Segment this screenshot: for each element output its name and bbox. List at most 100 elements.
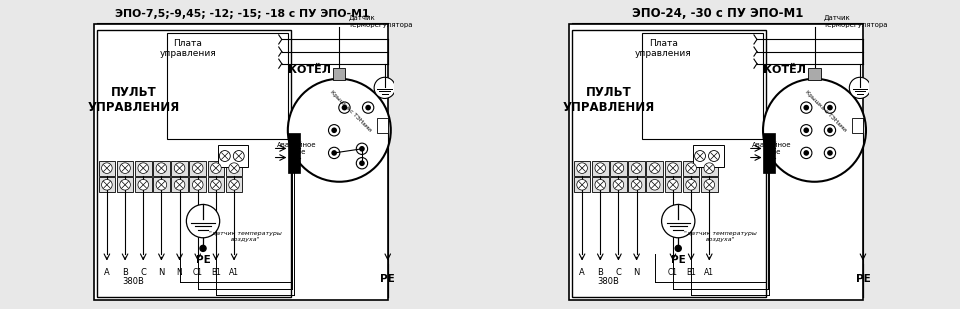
FancyBboxPatch shape (683, 177, 700, 192)
Circle shape (366, 105, 371, 110)
Circle shape (595, 163, 606, 173)
Circle shape (695, 150, 706, 162)
Text: РЕ: РЕ (855, 274, 871, 284)
FancyBboxPatch shape (628, 161, 645, 176)
FancyBboxPatch shape (664, 177, 682, 192)
Circle shape (288, 79, 391, 182)
Circle shape (650, 163, 660, 173)
Text: C1: C1 (668, 268, 678, 277)
Circle shape (667, 180, 678, 190)
FancyBboxPatch shape (693, 146, 724, 167)
Text: 380В: 380В (123, 277, 144, 286)
Circle shape (356, 143, 368, 154)
Circle shape (228, 180, 239, 190)
FancyBboxPatch shape (377, 118, 388, 133)
Circle shape (120, 180, 131, 190)
Text: N: N (634, 268, 639, 277)
Circle shape (850, 77, 871, 99)
Circle shape (192, 163, 203, 173)
FancyBboxPatch shape (207, 161, 225, 176)
Circle shape (210, 163, 221, 173)
Circle shape (138, 180, 149, 190)
Circle shape (328, 125, 340, 136)
Text: ЭПО-7,5;-9,45; -12; -15; -18 с ПУ ЭПО-М1: ЭПО-7,5;-9,45; -12; -15; -18 с ПУ ЭПО-М1 (115, 9, 370, 19)
FancyBboxPatch shape (646, 177, 663, 192)
Circle shape (801, 125, 812, 136)
FancyBboxPatch shape (288, 133, 300, 173)
Circle shape (704, 163, 714, 173)
Circle shape (828, 105, 832, 110)
FancyBboxPatch shape (97, 30, 291, 297)
Text: N: N (158, 268, 164, 277)
FancyBboxPatch shape (592, 161, 609, 176)
FancyBboxPatch shape (333, 68, 346, 80)
FancyBboxPatch shape (226, 177, 242, 192)
Circle shape (825, 125, 835, 136)
FancyBboxPatch shape (592, 177, 609, 192)
Text: "датчик температуры
воздуха": "датчик температуры воздуха" (209, 231, 282, 242)
Circle shape (342, 105, 348, 110)
Circle shape (331, 150, 337, 156)
Circle shape (120, 163, 131, 173)
FancyBboxPatch shape (646, 161, 663, 176)
Circle shape (577, 180, 588, 190)
Circle shape (685, 180, 696, 190)
Circle shape (675, 245, 682, 252)
Text: Аварийное
реле: Аварийное реле (277, 142, 317, 155)
Text: A: A (579, 268, 585, 277)
Circle shape (595, 180, 606, 190)
Text: Датчик
терморегулятора: Датчик терморегулятора (348, 15, 413, 28)
Circle shape (801, 102, 812, 113)
Circle shape (156, 163, 167, 173)
FancyBboxPatch shape (207, 177, 225, 192)
FancyBboxPatch shape (628, 177, 645, 192)
FancyBboxPatch shape (189, 161, 206, 176)
Circle shape (210, 180, 221, 190)
FancyBboxPatch shape (135, 177, 152, 192)
Text: Плата
управления: Плата управления (635, 39, 691, 58)
Text: A: A (104, 268, 109, 277)
FancyBboxPatch shape (99, 161, 115, 176)
FancyBboxPatch shape (574, 177, 590, 192)
FancyBboxPatch shape (611, 161, 627, 176)
Circle shape (102, 180, 112, 190)
Text: Плата
управления: Плата управления (159, 39, 216, 58)
Circle shape (763, 79, 866, 182)
Circle shape (685, 163, 696, 173)
Text: КОТЁЛ: КОТЁЛ (288, 65, 330, 75)
Circle shape (704, 180, 714, 190)
FancyBboxPatch shape (569, 24, 863, 300)
Text: B1: B1 (686, 268, 696, 277)
FancyBboxPatch shape (763, 133, 775, 173)
Text: РЕ: РЕ (380, 274, 396, 284)
Circle shape (359, 160, 365, 166)
FancyBboxPatch shape (117, 161, 133, 176)
FancyBboxPatch shape (574, 161, 590, 176)
FancyBboxPatch shape (135, 161, 152, 176)
FancyBboxPatch shape (94, 24, 388, 300)
Circle shape (825, 147, 835, 159)
Circle shape (200, 245, 206, 252)
Text: ЭПО-24, -30 с ПУ ЭПО-М1: ЭПО-24, -30 с ПУ ЭПО-М1 (632, 7, 804, 20)
Circle shape (175, 180, 185, 190)
Circle shape (613, 180, 624, 190)
Circle shape (374, 77, 396, 99)
FancyBboxPatch shape (642, 33, 763, 139)
Text: ПУЛЬТ
УПРАВЛЕНИЯ: ПУЛЬТ УПРАВЛЕНИЯ (87, 86, 180, 114)
FancyBboxPatch shape (153, 161, 170, 176)
FancyBboxPatch shape (171, 177, 188, 192)
Circle shape (339, 102, 350, 113)
Text: РЕ: РЕ (196, 256, 210, 265)
Circle shape (328, 147, 340, 159)
Text: КОТЁЛ: КОТЁЛ (763, 65, 805, 75)
Circle shape (613, 163, 624, 173)
FancyBboxPatch shape (226, 161, 242, 176)
Text: B: B (597, 268, 603, 277)
FancyBboxPatch shape (701, 177, 717, 192)
Circle shape (828, 127, 832, 133)
Text: 380В: 380В (598, 277, 619, 286)
FancyBboxPatch shape (611, 177, 627, 192)
Circle shape (363, 102, 373, 113)
FancyBboxPatch shape (189, 177, 206, 192)
FancyBboxPatch shape (664, 161, 682, 176)
